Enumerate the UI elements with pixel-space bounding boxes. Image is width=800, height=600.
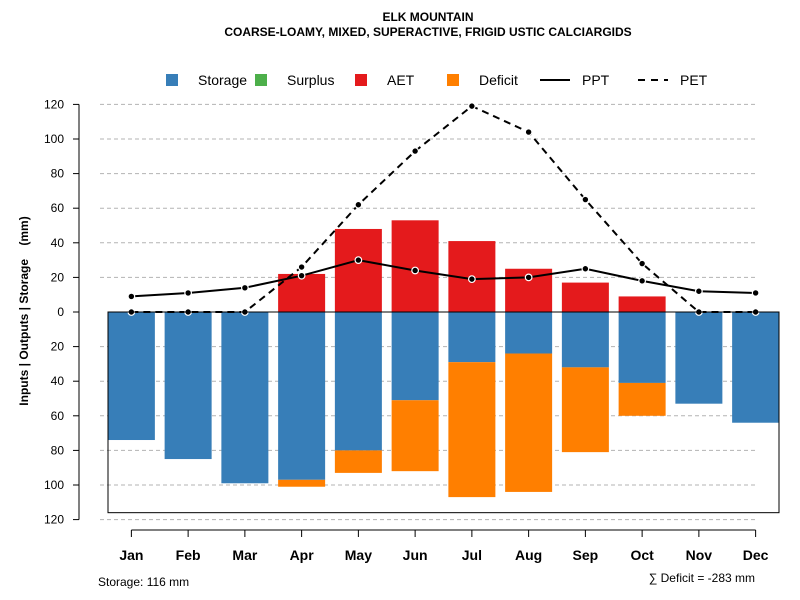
x-tick-label: Nov [686,547,713,563]
y-tick-label: 0 [57,305,64,319]
storage-bar [278,312,326,480]
pet-point [411,147,420,156]
x-tick-label: Mar [232,547,257,563]
legend-label: Storage [198,72,247,88]
pet-line [131,104,756,313]
x-tick-label: Sep [573,547,599,563]
ppt-point [638,276,647,285]
storage-bar [675,312,723,404]
pet-point [297,263,306,271]
deficit-bar [561,367,609,453]
storage-bar [164,312,212,460]
ppt-point [240,283,249,292]
legend-swatch [355,74,367,86]
x-tick-label: Jan [119,547,143,563]
legend-label: Deficit [479,72,518,88]
x-tick-label: Jul [462,547,482,563]
chart-title: ELK MOUNTAIN [382,10,473,24]
series-lines [127,102,760,316]
pet-point [638,259,647,268]
y-tick-label: 80 [51,167,65,181]
y-tick-label: 60 [51,201,65,215]
pet-point [581,195,590,204]
legend-label: AET [387,72,415,88]
storage-bar [448,312,496,363]
x-tick-label: Dec [743,547,769,563]
y-tick-label: 40 [51,374,65,388]
ppt-point [354,256,363,265]
storage-bar [618,312,666,383]
chart-subtitle: COARSE-LOAMY, MIXED, SUPERACTIVE, FRIGID… [224,25,631,39]
x-tick-label: Aug [515,547,542,563]
y-tick-label: 100 [44,478,64,492]
storage-bar [107,312,155,441]
y-tick-label: 40 [51,236,65,250]
storage-bar [505,312,553,354]
legend-swatch [166,74,178,86]
y-axis-label: Inputs | Outputs | Storage (mm) [17,216,31,405]
y-tick-label: 100 [44,132,64,146]
x-tick-label: Oct [630,547,654,563]
deficit-footer: ∑ Deficit = -283 mm [649,571,755,585]
x-tick-label: Apr [290,547,315,563]
legend-swatch [447,74,459,86]
ppt-line [131,259,756,298]
ppt-point [467,275,476,284]
ppt-point [751,289,760,297]
storage-bar [391,312,439,401]
ppt-point [127,292,136,301]
ppt-point [581,264,590,273]
aet-bar [278,273,326,312]
ppt-point [184,289,193,297]
deficit-bar [448,362,496,498]
pet-point [354,200,363,209]
deficit-bar [618,382,666,416]
bars [107,220,780,498]
y-tick-label: 120 [44,97,64,111]
aet-bar [391,220,439,312]
y-tick-label: 60 [51,409,65,423]
legend-label: Surplus [287,72,334,88]
legend-label: PET [680,72,708,88]
axes: 120 100 80 60 40 20 0 20 40 60 80 100 120 Jan Feb Mar Ap… [44,97,780,563]
y-tick-label: 80 [51,443,65,457]
y-tick-label: 20 [51,340,65,354]
deficit-bar [278,479,326,487]
pet-point [467,102,476,111]
chart-legend: Storage Surplus AET Deficit PPT PET [166,72,708,88]
deficit-bar [334,450,382,473]
aet-bar [561,282,609,312]
aet-bar [618,296,666,312]
ppt-point [694,287,703,296]
storage-bar [221,312,269,484]
pet-point [524,128,533,136]
storage-bar [732,312,780,423]
x-tick-label: May [345,547,372,563]
legend-label: PPT [582,72,610,88]
deficit-bar [391,400,439,472]
ppt-point [411,266,420,275]
storage-footer: Storage: 116 mm [98,575,189,589]
y-tick-label: 20 [51,270,65,284]
x-tick-label: Feb [176,547,201,563]
x-tick-label: Jun [403,547,428,563]
y-tick-label: 120 [44,513,64,527]
storage-bar [561,312,609,368]
aet-bar [334,228,382,312]
ppt-point [524,273,533,282]
legend-swatch [255,74,267,86]
ppt-point [297,271,306,280]
storage-bar [334,312,382,451]
deficit-bar [505,353,553,492]
